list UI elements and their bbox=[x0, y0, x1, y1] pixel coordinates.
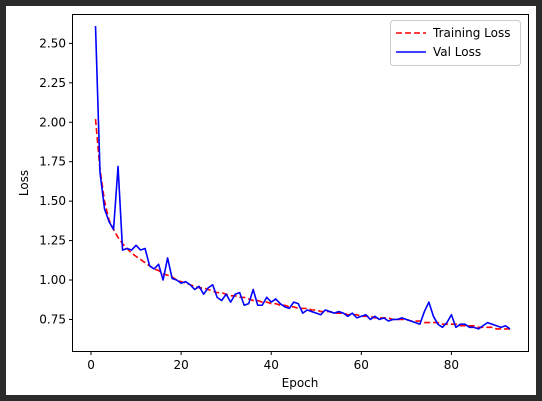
y-tick-label: 2.00 bbox=[39, 115, 66, 129]
series-line-training-loss bbox=[94, 119, 510, 330]
x-tick-label: 20 bbox=[173, 358, 188, 372]
x-axis-ticks: 0 20 40 60 80 bbox=[87, 351, 459, 372]
y-tick-label: 1.75 bbox=[39, 155, 66, 169]
y-axis-label: Loss bbox=[17, 170, 31, 196]
legend-label-val-loss: Val Loss bbox=[433, 45, 481, 59]
y-tick-label: 1.50 bbox=[39, 194, 66, 208]
loss-chart: 0 20 40 60 80 0.75 1.00 1.25 1.50 1.75 2.00 2.25 2.… bbox=[17, 14, 529, 390]
legend: Training Loss Val Loss bbox=[390, 20, 521, 66]
y-tick-label: 2.25 bbox=[39, 76, 66, 90]
axes-frame bbox=[72, 14, 529, 352]
x-tick-label: 60 bbox=[354, 358, 369, 372]
y-tick-label: 1.25 bbox=[39, 234, 66, 248]
legend-box bbox=[390, 20, 521, 66]
x-tick-label: 40 bbox=[264, 358, 279, 372]
y-tick-label: 2.50 bbox=[39, 36, 66, 50]
x-tick-label: 0 bbox=[87, 358, 95, 372]
x-axis-label: Epoch bbox=[282, 376, 319, 390]
series-line-val-loss bbox=[94, 26, 511, 330]
y-axis-ticks: 0.75 1.00 1.25 1.50 1.75 2.00 2.25 2.50 bbox=[39, 36, 73, 326]
plot-group bbox=[94, 26, 511, 330]
x-tick-label: 80 bbox=[444, 358, 459, 372]
legend-label-training-loss: Training Loss bbox=[432, 26, 510, 40]
y-tick-label: 0.75 bbox=[39, 312, 66, 326]
y-tick-label: 1.00 bbox=[39, 273, 66, 287]
figure-canvas: 0 20 40 60 80 0.75 1.00 1.25 1.50 1.75 2.00 2.25 2.… bbox=[6, 6, 536, 395]
